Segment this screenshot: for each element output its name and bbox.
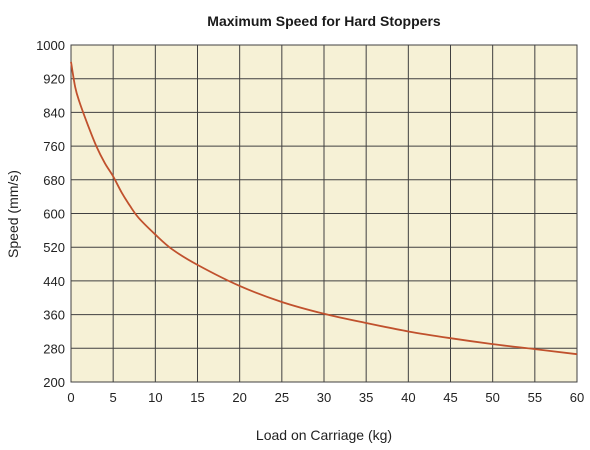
series-group [70,61,578,356]
chart-title: Maximum Speed for Hard Stoppers [207,13,441,29]
x-tick-label: 15 [190,390,204,405]
y-tick-label: 920 [43,72,65,87]
gridlines [70,44,578,383]
x-tick-label: 5 [110,390,117,405]
x-tick-label: 30 [317,390,331,405]
x-tick-label: 50 [485,390,499,405]
y-tick-label: 360 [43,308,65,323]
x-axis-ticks: 0 5 10 15 20 25 30 35 40 45 50 55 60 [67,390,584,405]
x-tick-label: 25 [275,390,289,405]
x-tick-label: 60 [570,390,584,405]
y-tick-label: 520 [43,240,65,255]
x-tick-label: 10 [148,390,162,405]
y-tick-label: 1000 [36,38,65,53]
y-tick-label: 440 [43,274,65,289]
y-tick-label: 280 [43,341,65,356]
x-tick-label: 45 [443,390,457,405]
y-tick-label: 200 [43,375,65,390]
x-tick-label: 55 [528,390,542,405]
x-axis-label: Load on Carriage (kg) [256,427,392,443]
x-tick-label: 35 [359,390,373,405]
speed-curve [70,61,578,356]
y-tick-label: 760 [43,139,65,154]
y-tick-label: 840 [43,105,65,120]
x-tick-label: 40 [401,390,415,405]
x-tick-label: 0 [67,390,74,405]
y-tick-label: 600 [43,207,65,222]
y-axis-label: Speed (mm/s) [5,170,21,258]
y-tick-label: 680 [43,173,65,188]
x-tick-label: 20 [232,390,246,405]
y-axis-ticks: 200 280 360 440 520 600 680 760 840 920 1000 [36,38,65,390]
plot-border [70,44,578,383]
